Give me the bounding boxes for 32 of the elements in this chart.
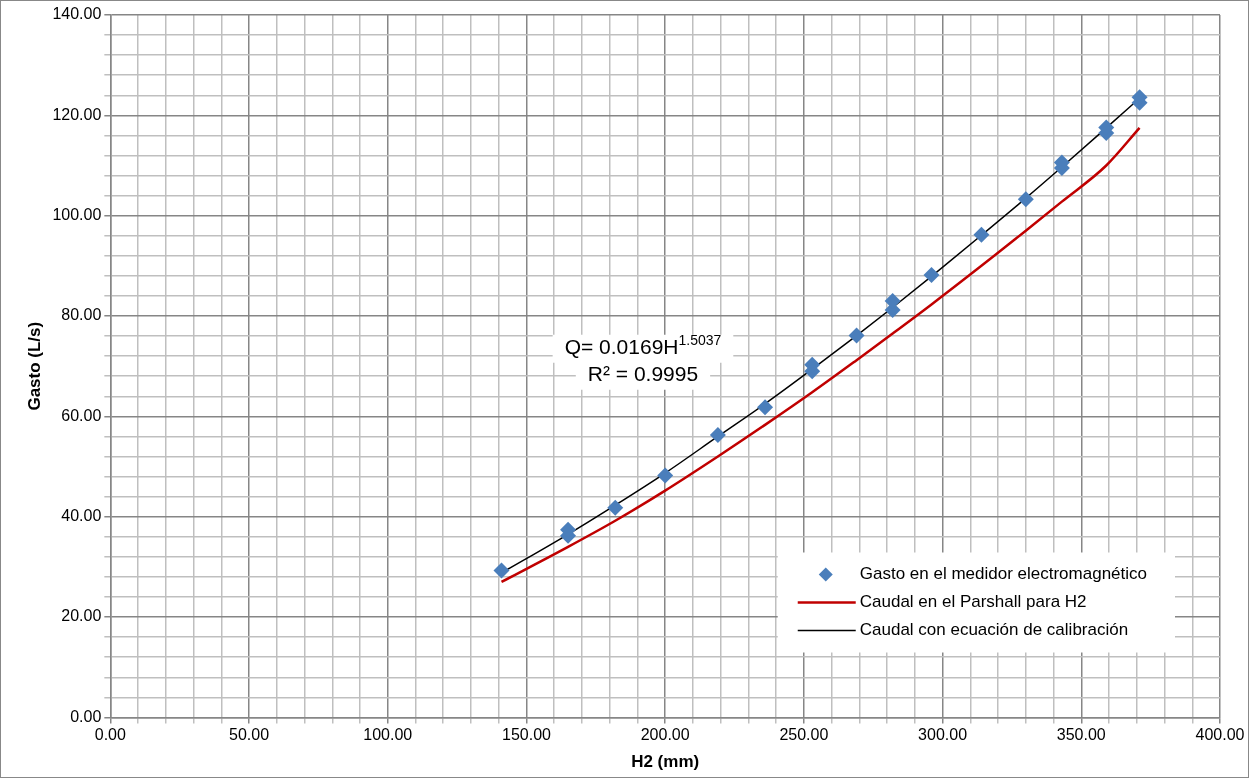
x-tick-label: 0.00 bbox=[94, 726, 127, 744]
point bbox=[757, 399, 774, 416]
x-tick-label: 350.00 bbox=[1056, 726, 1106, 744]
x-tick-label: 200.00 bbox=[640, 726, 690, 744]
point bbox=[493, 562, 510, 579]
x-tick-label: 250.00 bbox=[779, 726, 829, 744]
point bbox=[607, 499, 624, 516]
legend-label: Caudal con ecuación de calibración bbox=[859, 620, 1129, 640]
point bbox=[657, 467, 674, 484]
point bbox=[709, 426, 726, 443]
point bbox=[973, 226, 990, 243]
x-tick-label: 150.00 bbox=[501, 726, 552, 744]
y-tick-label: 20.00 bbox=[61, 607, 102, 625]
legend-label: Caudal en el Parshall para H2 bbox=[859, 592, 1087, 612]
x-tick-label: 400.00 bbox=[1195, 726, 1245, 744]
y-tick-label: 40.00 bbox=[61, 507, 102, 525]
annotation: R² = 0.9995 bbox=[587, 362, 699, 386]
y-tick-label: 60.00 bbox=[61, 406, 102, 424]
y-tick-label: 0.00 bbox=[70, 707, 102, 725]
point bbox=[923, 266, 940, 283]
y-tick-label: 140.00 bbox=[52, 5, 102, 23]
x-tick-label: 100.00 bbox=[363, 726, 413, 744]
y-tick-label: 80.00 bbox=[61, 306, 102, 324]
x-tick-label: 300.00 bbox=[918, 726, 968, 744]
x-tick-label: 50.00 bbox=[229, 726, 270, 744]
x-axis-title: H2 (mm) bbox=[631, 752, 700, 772]
y-tick-label: 100.00 bbox=[52, 206, 102, 224]
y-tick-label: 120.00 bbox=[52, 105, 102, 123]
point bbox=[1017, 191, 1034, 208]
legend-label: Gasto en el medidor electromagnético bbox=[859, 564, 1147, 584]
y-axis-title: Gasto (L/s) bbox=[24, 321, 44, 411]
point bbox=[848, 327, 865, 344]
